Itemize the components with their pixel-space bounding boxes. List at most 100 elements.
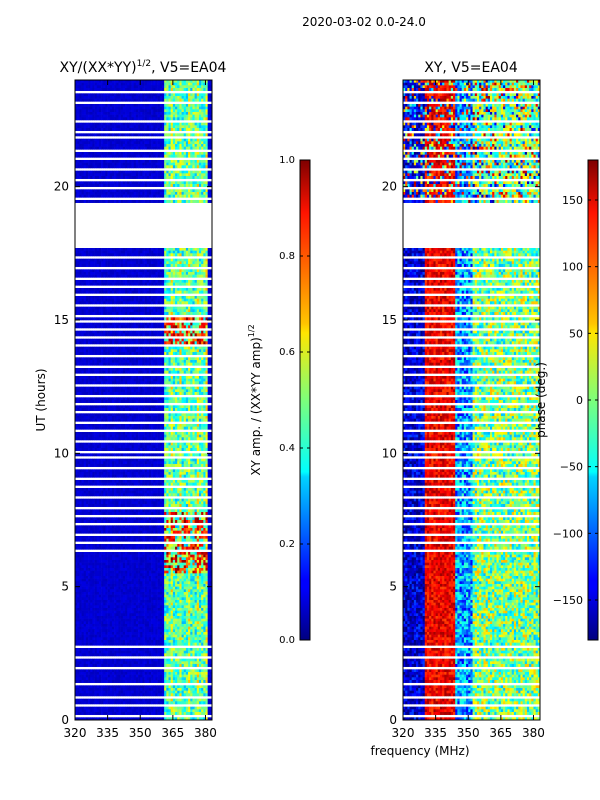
heatmap-cell <box>185 192 189 195</box>
heatmap-cell <box>177 309 180 313</box>
heatmap-cell <box>188 386 191 390</box>
heatmap-cell <box>135 386 139 390</box>
heatmap-cell <box>168 138 171 142</box>
heatmap-cell <box>148 122 152 126</box>
heatmap-cell <box>133 152 137 155</box>
heatmap-cell <box>120 376 124 379</box>
heatmap-cell <box>77 261 80 265</box>
heatmap-cell <box>205 298 208 302</box>
heatmap-cell <box>88 200 91 203</box>
heatmap-cell <box>101 274 104 278</box>
heatmap-cell <box>81 269 84 273</box>
heatmap-cell <box>155 301 158 305</box>
heatmap-cell <box>188 122 191 126</box>
heatmap-cell <box>177 184 180 187</box>
heatmap-cell <box>88 400 91 403</box>
heatmap-cell <box>118 264 121 267</box>
heatmap-cell <box>196 114 200 118</box>
heatmap-cell <box>98 317 102 321</box>
heatmap-cell <box>164 333 167 337</box>
heatmap-cell <box>85 82 89 86</box>
heatmap-cell <box>164 397 167 401</box>
heatmap-cell <box>81 352 84 355</box>
heatmap-cell <box>159 261 163 265</box>
heatmap-cell <box>194 125 198 129</box>
heatmap-cell <box>109 280 113 283</box>
heatmap-cell <box>75 312 78 315</box>
heatmap-cell <box>185 269 189 273</box>
heatmap-cell <box>120 290 124 294</box>
heatmap-cell <box>155 362 158 366</box>
heatmap-cell <box>98 296 102 299</box>
heatmap-cell <box>101 144 104 147</box>
heatmap-cell <box>96 85 100 89</box>
heatmap-cell <box>131 154 135 158</box>
heatmap-cell <box>92 269 95 273</box>
heatmap-cell <box>166 312 169 315</box>
heatmap-cell <box>75 296 78 299</box>
heatmap-cell <box>207 261 211 265</box>
heatmap-cell <box>135 261 139 265</box>
heatmap-cell <box>105 352 108 355</box>
heatmap-cell <box>133 288 137 291</box>
heatmap-cell <box>140 378 143 382</box>
heatmap-cell <box>109 362 113 366</box>
heatmap-cell <box>109 189 113 193</box>
heatmap-cell <box>192 146 195 150</box>
heatmap-cell <box>198 258 202 262</box>
heatmap-cell <box>103 322 106 326</box>
heatmap-cell <box>94 360 98 363</box>
heatmap-cell <box>175 269 178 273</box>
heatmap-cell <box>203 269 206 273</box>
heatmap-cell <box>166 162 169 166</box>
heatmap-cell <box>159 378 163 382</box>
heatmap-cell <box>140 114 143 118</box>
heatmap-cell <box>83 80 87 83</box>
heatmap-cell <box>177 389 180 393</box>
heatmap-cell <box>129 352 132 355</box>
heatmap-cell <box>116 96 119 99</box>
heatmap-cell <box>155 133 158 137</box>
heatmap-cell <box>175 144 178 147</box>
heatmap-cell <box>140 346 143 350</box>
heatmap-cell <box>127 138 130 142</box>
heatmap-cell <box>88 370 91 374</box>
heatmap-cell <box>114 312 117 315</box>
heatmap-cell <box>135 408 139 411</box>
heatmap-cell <box>196 248 200 251</box>
heatmap-cell <box>131 381 135 385</box>
heatmap-cell <box>194 250 198 254</box>
heatmap-cell <box>188 170 191 174</box>
heatmap-cell <box>177 112 180 115</box>
heatmap-cell <box>85 194 89 198</box>
heatmap-cell <box>109 144 113 147</box>
heatmap-cell <box>151 117 154 121</box>
heatmap-cell <box>81 141 84 145</box>
heatmap-cell <box>77 397 80 401</box>
heatmap-cell <box>144 362 148 366</box>
heatmap-cell <box>75 128 78 131</box>
heatmap-cell <box>198 173 202 177</box>
heatmap-cell <box>96 258 100 262</box>
heatmap-cell <box>207 338 211 342</box>
heatmap-cell <box>111 368 115 371</box>
heatmap-cell <box>116 162 119 166</box>
heatmap-cell <box>146 341 150 345</box>
heatmap-cell <box>131 144 135 147</box>
heatmap-cell <box>144 312 148 315</box>
heatmap-cell <box>79 272 82 275</box>
heatmap-cell <box>103 370 106 374</box>
heatmap-cell <box>205 370 208 374</box>
heatmap-cell <box>77 381 80 385</box>
heatmap-cell <box>161 141 165 145</box>
heatmap-cell <box>159 346 163 350</box>
heatmap-cell <box>196 381 200 385</box>
heatmap-cell <box>157 317 161 321</box>
heatmap-cell <box>151 360 154 363</box>
heatmap-cell <box>129 301 132 305</box>
heatmap-cell <box>127 141 130 145</box>
heatmap-cell <box>144 146 148 150</box>
heatmap-cell <box>172 376 176 379</box>
heatmap-cell <box>81 261 84 265</box>
heatmap-cell <box>177 261 180 265</box>
